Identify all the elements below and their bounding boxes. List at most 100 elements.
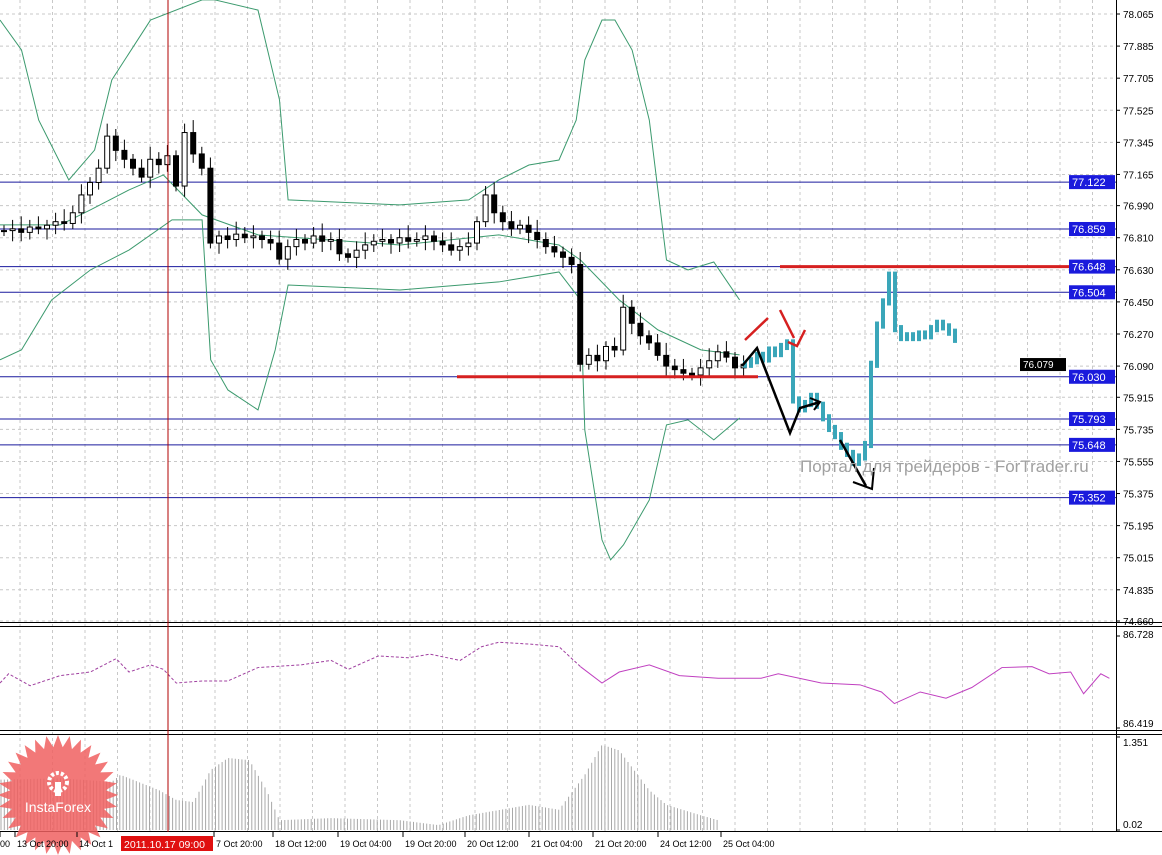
candle — [319, 223, 326, 252]
y-tick-label: 78.065 — [1123, 10, 1154, 21]
candle — [345, 248, 351, 263]
forecast-bar — [797, 396, 801, 413]
candle — [465, 232, 472, 256]
forecast-bar — [749, 357, 753, 368]
forecast-bar — [905, 332, 909, 342]
candle — [654, 333, 661, 361]
forecast-bar — [917, 330, 921, 342]
gear-icon — [47, 771, 69, 793]
candle — [594, 344, 601, 372]
y-tick-label: 75.555 — [1123, 457, 1154, 468]
current-price-label — [1020, 358, 1066, 372]
forecast-bar — [923, 330, 927, 340]
candle — [198, 146, 205, 176]
bollinger-lower-band — [0, 219, 740, 561]
y-tick-label: 76.990 — [1123, 202, 1154, 213]
candle — [164, 145, 171, 172]
candle — [499, 205, 506, 231]
candle — [706, 348, 713, 377]
candle — [241, 227, 248, 244]
oscillator-line-dashed — [0, 641, 581, 687]
forecast-bar — [851, 449, 855, 466]
x-tick-label: 18 Oct 12:00 — [275, 839, 327, 849]
candle — [611, 337, 618, 358]
x-tick-label: 25 Oct 04:00 — [723, 839, 775, 849]
y-tick-label: 76.450 — [1123, 298, 1154, 309]
candle — [138, 159, 145, 183]
x-tick-label: 21 Oct 04:00 — [531, 839, 583, 849]
arrow-down[interactable] — [838, 439, 868, 487]
crosshair-time-text: 2011.10.17 09:00 — [124, 839, 205, 851]
candle — [293, 228, 300, 256]
level-price-text: 75.648 — [1072, 440, 1106, 452]
oscillator-line — [580, 664, 1110, 705]
candle — [474, 216, 480, 251]
candle — [353, 241, 360, 269]
candle — [44, 219, 50, 240]
y-tick-label: 77.885 — [1123, 42, 1154, 53]
candle — [517, 219, 523, 235]
candle — [112, 128, 119, 162]
candle — [525, 216, 532, 244]
zigzag-arrow-down[interactable] — [741, 345, 821, 437]
oscillator-pane[interactable] — [0, 641, 1110, 705]
candle — [147, 146, 154, 188]
price-pane[interactable] — [0, 0, 1116, 561]
level-price-text: 76.648 — [1072, 262, 1106, 274]
candle — [190, 120, 197, 163]
candle — [405, 225, 412, 249]
forecast-bar — [899, 325, 903, 342]
x-tick-label: 7 Oct 20:00 — [216, 839, 263, 849]
candle — [620, 294, 627, 356]
candle — [714, 344, 721, 368]
y-tick-label: 76.630 — [1123, 266, 1154, 277]
y-tick-label: 77.165 — [1123, 170, 1154, 181]
candle — [284, 239, 291, 270]
y-tick-label: 76.810 — [1123, 234, 1154, 245]
level-price-text: 76.504 — [1072, 287, 1106, 299]
candle — [542, 232, 549, 254]
forecast-bar — [953, 328, 957, 343]
y-tick-label: 0.02 — [1123, 820, 1143, 831]
logo-text: InstaForex — [25, 799, 91, 815]
forecast-bar — [881, 298, 885, 329]
x-tick-label: 19 Oct 20:00 — [405, 839, 457, 849]
level-price-text: 76.859 — [1072, 224, 1106, 236]
candle — [388, 234, 394, 254]
candle — [336, 228, 343, 261]
x-tick-label: 14 Oct 1 — [79, 839, 113, 849]
arrowhead-icon — [809, 397, 822, 411]
candle — [585, 348, 592, 370]
level-price-label — [1069, 175, 1115, 190]
watermark: Портал для трейдеров - ForTrader.ru — [800, 457, 1089, 476]
red-arrow-down[interactable] — [778, 309, 796, 339]
forecast-bar — [773, 346, 777, 358]
candle — [431, 230, 437, 251]
candle — [259, 230, 265, 249]
candle — [155, 152, 162, 174]
candle — [310, 227, 317, 249]
forecast-bar — [809, 392, 813, 408]
candle — [568, 248, 575, 274]
level-price-text: 77.122 — [1072, 177, 1106, 189]
arrowhead-icon — [852, 467, 875, 491]
candle — [9, 219, 16, 242]
candle — [723, 341, 730, 363]
forecast-bar — [791, 339, 795, 404]
candle — [327, 232, 334, 251]
pane-frame — [0, 0, 1162, 832]
candle — [130, 153, 136, 176]
y-tick-label: 75.375 — [1123, 490, 1154, 501]
y-tick-label: 86.419 — [1123, 719, 1154, 730]
y-tick-label: 75.915 — [1123, 393, 1154, 404]
candle — [370, 234, 377, 252]
y-tick-label: 75.195 — [1123, 522, 1154, 533]
candle — [456, 239, 463, 261]
x-tick-label: 21 Oct 20:00 — [595, 839, 647, 849]
y-tick-label: 75.735 — [1123, 425, 1154, 436]
candle — [577, 251, 584, 372]
candle — [224, 227, 231, 249]
y-tick-label: 1.351 — [1123, 738, 1148, 749]
red-arrow-up[interactable] — [744, 317, 769, 341]
